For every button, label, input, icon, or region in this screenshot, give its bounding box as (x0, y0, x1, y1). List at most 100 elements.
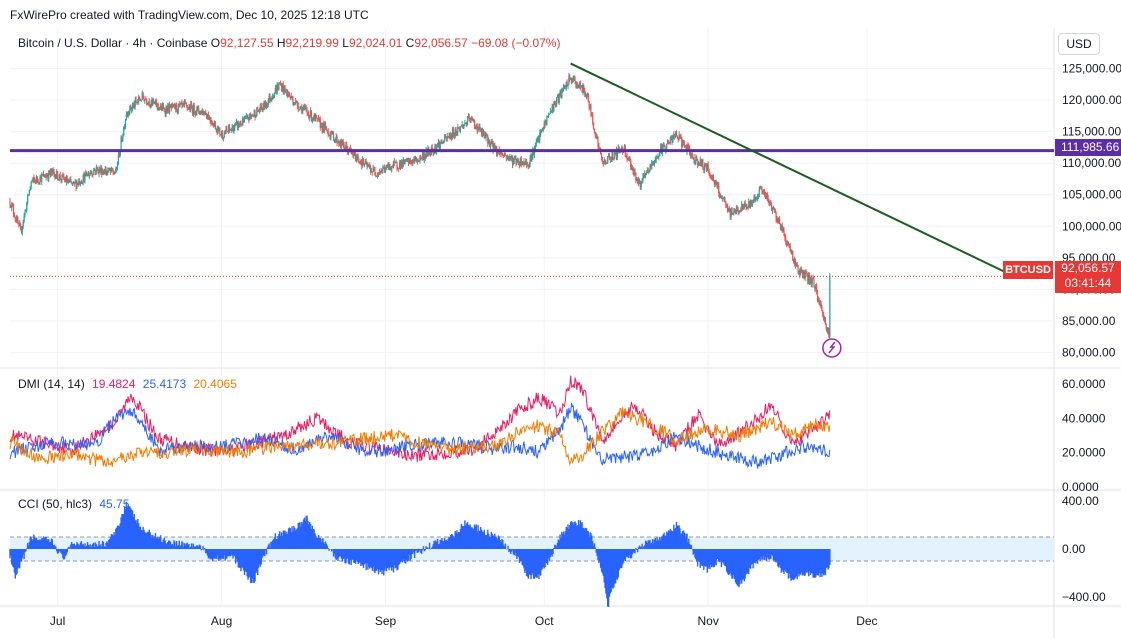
candle-body (492, 140, 494, 151)
candle-body (435, 146, 437, 152)
candle-body (88, 174, 90, 177)
candle-body (318, 119, 321, 121)
candle-body (474, 125, 477, 129)
candle-body (45, 175, 47, 178)
candle-body (30, 181, 32, 187)
dmi-pane[interactable] (9, 375, 831, 469)
candle-body (659, 151, 661, 156)
candle-body (124, 119, 127, 127)
candle-body (279, 83, 281, 85)
candle-body (216, 129, 218, 134)
candle-body (823, 314, 825, 321)
cci-pane[interactable] (9, 501, 1054, 607)
candle-body (331, 131, 333, 135)
candle-body (358, 161, 360, 163)
candle-body (561, 91, 563, 98)
candle-body (262, 103, 264, 110)
candle-body (115, 168, 117, 174)
replay-icon[interactable] (822, 338, 842, 358)
candle-body (815, 285, 817, 289)
candle-body (320, 124, 322, 128)
candle-body (803, 271, 805, 279)
currency-selector[interactable]: USD (1058, 33, 1100, 55)
candle-body (61, 174, 63, 180)
candle-body (442, 143, 444, 145)
candle-body (738, 212, 740, 214)
candle-body (393, 161, 395, 163)
symbol-title[interactable]: Bitcoin / U.S. Dollar · 4h · Coinbase (18, 36, 208, 50)
dmi-series-di (9, 407, 831, 469)
candle-body (570, 77, 573, 82)
candle-body (514, 158, 516, 160)
candle-body (9, 201, 11, 205)
candle-body (265, 101, 267, 107)
candle-body (761, 188, 763, 192)
candle-body (417, 160, 419, 162)
candle-body (278, 83, 280, 90)
candle-body (281, 84, 284, 91)
candle-body (256, 108, 258, 117)
candle-body (548, 114, 550, 117)
candle-body (400, 161, 403, 168)
candle-body (457, 127, 459, 133)
candle-body (119, 149, 121, 157)
candle-body (726, 206, 729, 211)
candle-body (322, 122, 324, 131)
candle-body (607, 156, 609, 164)
candle-body (198, 107, 200, 112)
candle-body (310, 110, 312, 117)
candle-body (675, 132, 678, 137)
candle-body (585, 94, 588, 97)
candle-body (826, 327, 828, 330)
price-pane[interactable] (9, 62, 1054, 358)
cci-legend[interactable]: CCI (50, hlc3) 45.75 (18, 497, 129, 511)
candle-body (563, 85, 566, 87)
candle-body (96, 167, 98, 170)
candle-body (17, 218, 19, 224)
candle-body (741, 204, 744, 209)
candle-body (46, 175, 48, 177)
candle-body (203, 111, 205, 115)
candle-body (754, 196, 756, 200)
candle-body (91, 172, 93, 175)
candle-body (247, 115, 249, 120)
ticker-label: BTCUSD (1003, 261, 1053, 279)
candle-body (626, 155, 628, 160)
candle-body (307, 112, 309, 114)
candle-body (162, 105, 164, 109)
candle-body (637, 179, 640, 184)
candle-body (191, 104, 193, 108)
dmi-tick-label: 40.0000 (1062, 411, 1106, 425)
candle-body (295, 101, 298, 103)
dmi-series-di (9, 402, 831, 469)
candle-body (18, 223, 20, 225)
bar-countdown: 03:41:44 (1064, 276, 1112, 290)
candle-body (121, 138, 123, 141)
candle-body (577, 84, 579, 88)
candle-body (535, 141, 537, 145)
candle-body (557, 95, 559, 103)
candle-body (480, 129, 482, 131)
candle-body (440, 141, 442, 143)
price-tick-label: 110,000.00 (1062, 156, 1121, 170)
candle-body (452, 129, 455, 136)
candle-body (389, 164, 391, 168)
candle-body (714, 180, 716, 184)
candle-body (822, 311, 824, 315)
candle-body (186, 104, 188, 108)
candle-body (671, 136, 673, 143)
candle-body (476, 125, 478, 131)
trendline[interactable] (570, 62, 1016, 278)
candle-body (817, 299, 819, 302)
candle-body (395, 162, 397, 164)
candle-body (298, 109, 300, 111)
candle-body (326, 130, 328, 132)
candle-body (50, 170, 53, 173)
candle-body (581, 85, 583, 93)
candle-body (632, 167, 634, 175)
candle-body (336, 136, 338, 144)
candle-body (378, 172, 380, 174)
candle-body (541, 128, 544, 131)
candle-body (315, 116, 317, 119)
dmi-legend[interactable]: DMI (14, 14) 19.4824 25.4173 20.4065 (18, 377, 237, 391)
